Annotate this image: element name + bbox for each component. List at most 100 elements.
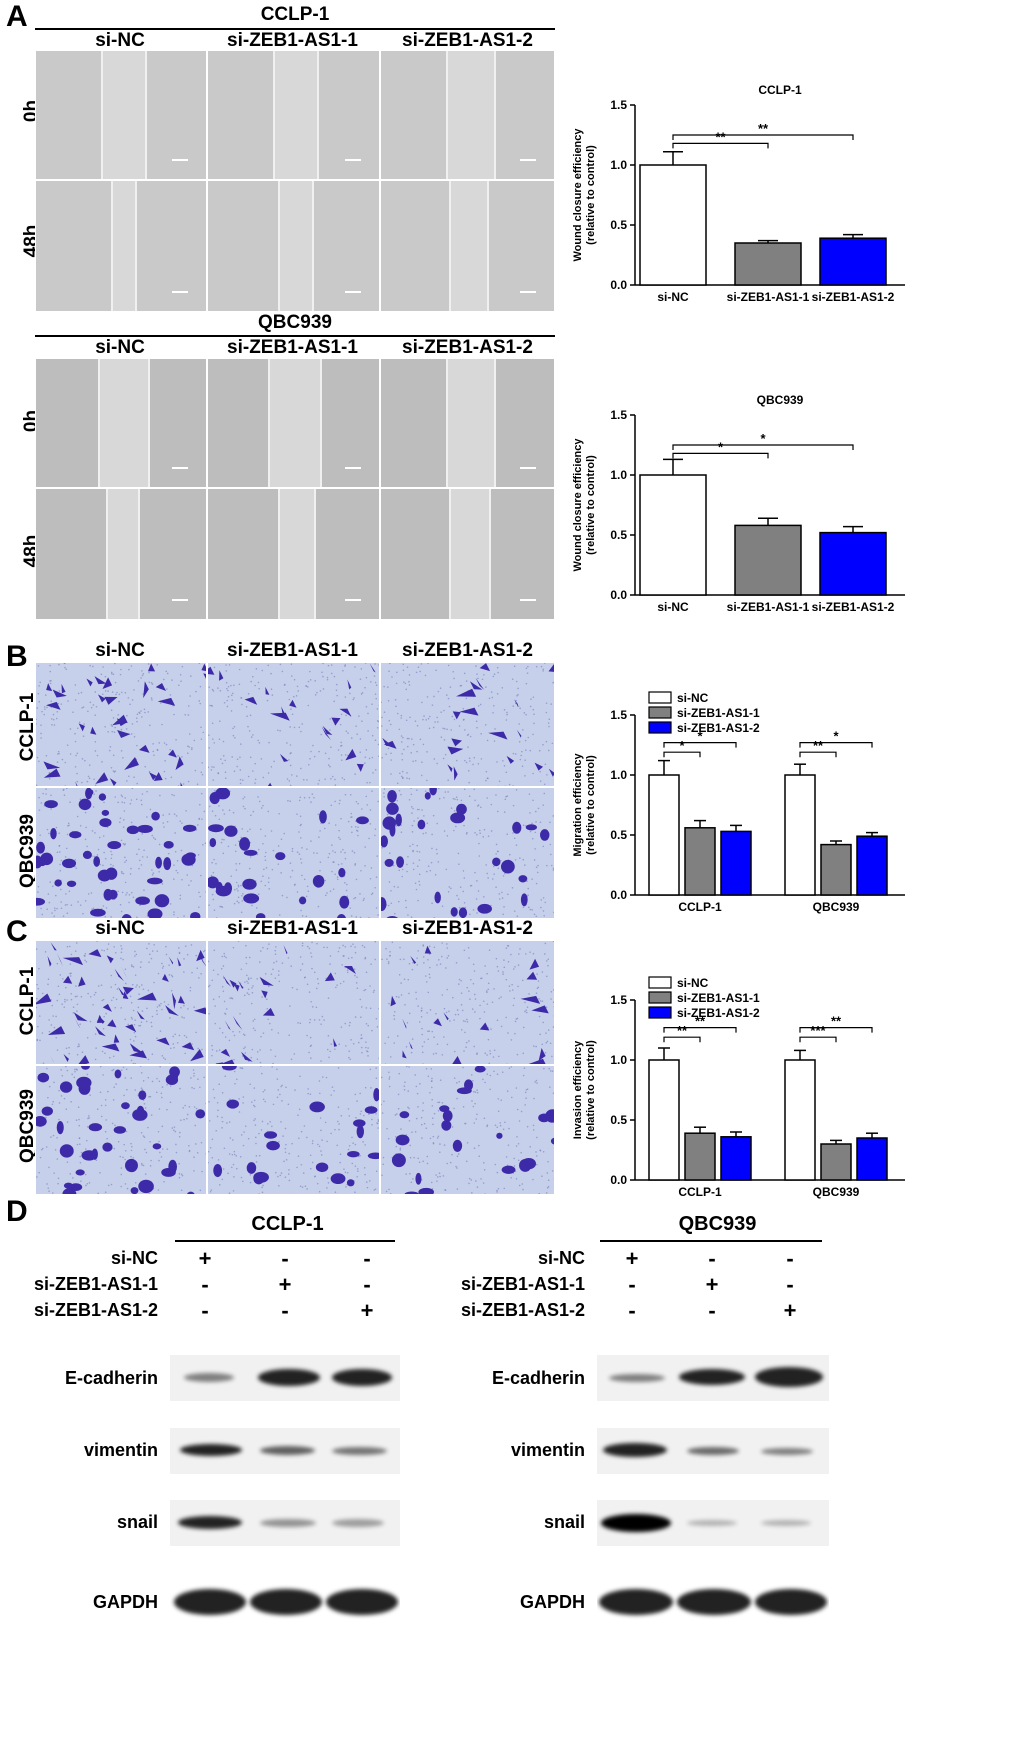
stain-speck [548, 718, 551, 721]
stain-speck [334, 824, 337, 826]
stain-speck [149, 1165, 152, 1167]
stain-speck [53, 1026, 56, 1029]
stain-speck [362, 899, 365, 902]
stain-speck [513, 1165, 516, 1167]
stain-speck [182, 783, 185, 785]
stain-speck [457, 898, 460, 901]
legend-swatch [648, 691, 672, 704]
stain-speck [258, 1193, 260, 1194]
stain-speck [293, 726, 296, 729]
stain-speck [416, 957, 418, 959]
stain-speck [443, 1144, 446, 1146]
stained-cell [102, 1003, 112, 1012]
stain-speck [456, 894, 458, 897]
stain-speck [477, 762, 480, 765]
stain-speck [228, 664, 231, 666]
stain-speck [516, 1135, 518, 1138]
stain-speck [341, 964, 343, 966]
stain-speck [36, 948, 38, 950]
stain-speck [100, 1115, 103, 1118]
stain-speck [200, 726, 202, 729]
stain-speck [311, 1006, 314, 1008]
stain-speck [391, 941, 394, 944]
stain-speck [535, 1151, 537, 1153]
stain-speck [101, 1050, 104, 1053]
stain-speck [173, 713, 175, 716]
stain-speck [237, 885, 240, 888]
stain-speck [430, 1181, 433, 1184]
stain-speck [360, 1037, 362, 1040]
stained-cell [415, 1172, 422, 1185]
stain-speck [429, 1137, 432, 1140]
stain-speck [141, 1088, 144, 1091]
stain-speck [319, 869, 321, 872]
stain-speck [301, 1186, 304, 1188]
stain-speck [361, 692, 364, 694]
stain-speck [191, 971, 193, 974]
stain-speck [119, 673, 122, 676]
stained-cell [526, 971, 538, 980]
stain-speck [500, 1025, 503, 1028]
stain-speck [159, 1151, 161, 1154]
stain-speck [115, 693, 117, 696]
stain-speck [153, 981, 155, 984]
stained-cell [265, 686, 270, 695]
stain-speck [410, 1181, 413, 1184]
stain-speck [402, 776, 404, 779]
stain-speck [532, 1129, 535, 1131]
stained-cell [147, 908, 163, 918]
stain-speck [313, 971, 316, 974]
stain-speck [149, 1140, 151, 1143]
stain-speck [136, 984, 138, 986]
stained-cell [130, 1187, 139, 1194]
stain-speck [253, 1099, 256, 1102]
stain-speck [469, 885, 472, 887]
stain-speck [517, 1142, 520, 1145]
stain-speck [388, 1188, 390, 1191]
stain-speck [107, 1090, 109, 1093]
stain-speck [160, 1002, 162, 1005]
legend-swatch [648, 991, 672, 1004]
stain-speck [234, 888, 236, 891]
significance-bracket [663, 751, 701, 758]
stain-speck [406, 1021, 409, 1024]
stain-speck [372, 772, 374, 774]
stain-speck [258, 800, 261, 803]
stain-speck [230, 1166, 233, 1169]
wb-protein-label: snail [116, 1512, 158, 1532]
stain-speck [112, 865, 114, 867]
stain-speck [417, 1157, 420, 1160]
stained-cell [136, 1010, 145, 1020]
stain-speck [484, 1193, 486, 1194]
stained-cell [147, 663, 156, 672]
stain-speck [168, 1063, 171, 1064]
stain-speck [489, 1052, 492, 1055]
stain-speck [464, 906, 467, 909]
stain-speck [238, 901, 240, 904]
stain-speck [411, 1038, 414, 1040]
stained-cell [172, 1069, 179, 1082]
stain-speck [547, 964, 549, 967]
stain-speck [277, 974, 280, 976]
stain-speck [82, 735, 85, 737]
stained-cell [233, 983, 240, 992]
stain-speck [169, 903, 172, 905]
stain-speck [70, 998, 73, 1001]
stain-speck [147, 989, 150, 992]
stain-speck [159, 1030, 162, 1032]
stained-cell [47, 1026, 66, 1035]
stain-speck [423, 1041, 426, 1043]
stain-speck [412, 962, 414, 964]
stain-speck [421, 1051, 424, 1054]
stain-speck [427, 1075, 430, 1078]
stain-speck [52, 1134, 55, 1137]
stain-speck [374, 739, 377, 741]
stained-cell [177, 957, 182, 967]
stain-speck [57, 750, 60, 753]
stain-speck [171, 679, 173, 681]
stain-speck [115, 1083, 117, 1085]
stain-speck [107, 730, 109, 733]
stain-speck [493, 740, 496, 742]
stain-speck [102, 666, 104, 668]
stain-speck [46, 1183, 48, 1185]
